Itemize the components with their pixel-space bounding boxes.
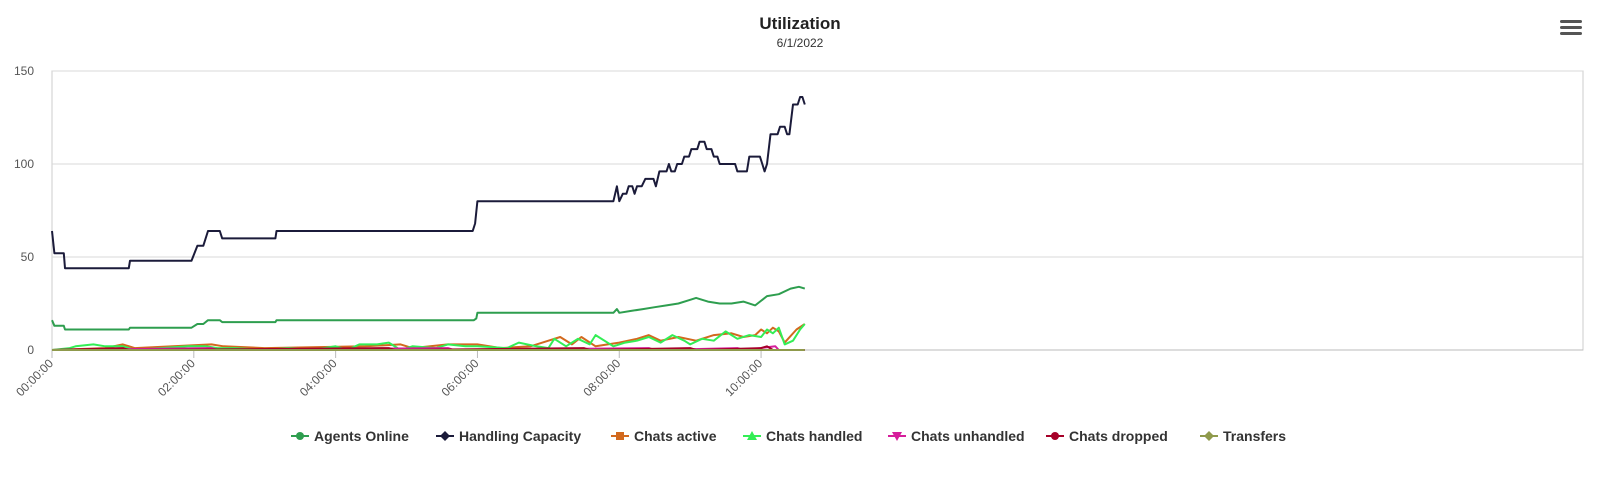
grid-layer (51, 70, 1584, 351)
chart-title: Utilization (759, 14, 841, 33)
legend-item-chats-active[interactable]: Chats active (611, 428, 717, 444)
y-tick-label: 100 (14, 157, 34, 171)
legend-item-chats-unhandled[interactable]: Chats unhandled (888, 428, 1025, 444)
legend-item-chats-dropped[interactable]: Chats dropped (1046, 428, 1168, 444)
legend-label: Chats handled (766, 428, 862, 444)
x-tick-label: 00:00:00 (13, 356, 56, 399)
legend-marker (747, 431, 757, 440)
series-line-chats-active (51, 323, 806, 351)
series-line-agents-online (51, 285, 806, 331)
y-tick-label: 150 (14, 64, 34, 78)
legend-label: Chats active (634, 428, 717, 444)
legend-marker (892, 432, 902, 441)
hamburger-menu-icon[interactable] (1560, 20, 1582, 40)
legend-label: Handling Capacity (459, 428, 581, 444)
series-layer (51, 96, 806, 351)
y-tick-label: 50 (21, 250, 35, 264)
legend-item-agents-online[interactable]: Agents Online (291, 428, 409, 444)
x-tick-label: 06:00:00 (439, 356, 482, 399)
plot-border (51, 70, 1584, 351)
legend-label: Transfers (1223, 428, 1286, 444)
legend-marker (1051, 432, 1059, 440)
x-tick-label: 10:00:00 (722, 356, 765, 399)
series-line-chats-handled (51, 323, 806, 351)
legend-label: Agents Online (314, 428, 409, 444)
chart-subtitle: 6/1/2022 (776, 36, 824, 50)
legend-label: Chats dropped (1069, 428, 1168, 444)
legend-marker (296, 432, 304, 440)
legend-marker (440, 431, 450, 441)
legend-item-transfers[interactable]: Transfers (1200, 428, 1286, 444)
legend-item-chats-handled[interactable]: Chats handled (743, 428, 862, 444)
legend-marker (1204, 431, 1214, 441)
x-tick-label: 08:00:00 (580, 356, 623, 399)
x-tick-label: 04:00:00 (297, 356, 340, 399)
y-tick-label: 0 (27, 343, 34, 357)
x-tick-label: 02:00:00 (155, 356, 198, 399)
series-line-handling-capacity (51, 96, 806, 270)
legend-item-handling-capacity[interactable]: Handling Capacity (436, 428, 581, 444)
legend-marker (616, 432, 624, 440)
legend-label: Chats unhandled (911, 428, 1025, 444)
legend-layer: Agents Online Handling Capacity Chats acti… (291, 428, 1286, 444)
